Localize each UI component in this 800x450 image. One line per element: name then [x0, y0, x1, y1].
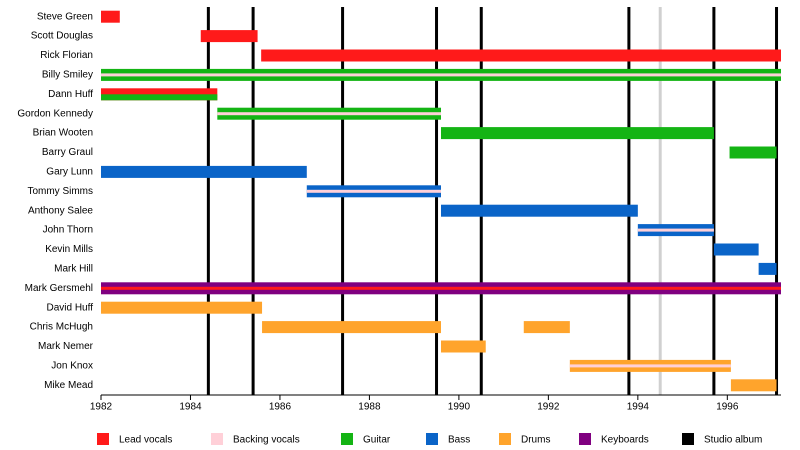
legend-swatch	[499, 433, 511, 445]
member-bar-secondary	[101, 73, 781, 77]
member-label: John Thorn	[43, 225, 93, 236]
legend-swatch	[211, 433, 223, 445]
member-bar	[200, 30, 258, 43]
x-tick-label: 1994	[627, 402, 650, 413]
member-label: Mark Gersmehl	[25, 283, 93, 294]
legend-swatch	[426, 433, 438, 445]
member-label: Kevin Mills	[45, 244, 93, 255]
member-label: Gordon Kennedy	[17, 108, 93, 119]
member-label: Chris McHugh	[30, 322, 93, 333]
member-label: Mark Hill	[54, 264, 93, 275]
member-label: Mike Mead	[44, 380, 93, 391]
legend-swatch	[341, 433, 353, 445]
x-tick-label: 1982	[90, 402, 113, 413]
legend-label: Keyboards	[601, 435, 649, 446]
member-label: Mark Nemer	[38, 341, 94, 352]
member-bar	[713, 243, 759, 256]
member-label: Scott Douglas	[31, 31, 93, 42]
member-bar-secondary	[101, 286, 781, 290]
x-tick-label: 1992	[537, 402, 560, 413]
member-bar	[101, 301, 263, 314]
legend-label: Bass	[448, 435, 470, 446]
legend-swatch	[682, 433, 694, 445]
member-label: Tommy Simms	[27, 186, 93, 197]
member-label: Barry Graul	[42, 147, 93, 158]
member-bar	[758, 262, 777, 275]
member-bar-secondary	[101, 94, 218, 101]
legend-label: Studio album	[704, 435, 762, 446]
member-bar	[523, 321, 570, 334]
member-bar	[261, 49, 781, 62]
member-label: Dann Huff	[48, 89, 93, 100]
member-bar-secondary	[569, 364, 731, 368]
legend-label: Drums	[521, 435, 550, 446]
x-tick-label: 1988	[358, 402, 381, 413]
member-bar	[262, 321, 441, 334]
member-label: Anthony Salee	[28, 205, 93, 216]
member-label: Brian Wooten	[33, 128, 93, 139]
member-bar	[730, 379, 777, 392]
member-bar	[101, 10, 120, 23]
member-label: David Huff	[46, 302, 93, 313]
member-bar	[441, 127, 714, 140]
x-tick-label: 1986	[269, 402, 292, 413]
member-bar	[729, 146, 777, 159]
member-label: Rick Florian	[40, 50, 93, 61]
member-bar-secondary	[637, 228, 714, 232]
legend-swatch	[579, 433, 591, 445]
member-label: Steve Green	[37, 11, 93, 22]
member-bar-secondary	[306, 189, 441, 193]
member-label: Billy Smiley	[42, 70, 93, 81]
x-tick-label: 1990	[448, 402, 471, 413]
legend-label: Backing vocals	[233, 435, 300, 446]
legend-label: Guitar	[363, 435, 391, 446]
member-label: Jon Knox	[51, 361, 93, 372]
member-bar	[101, 165, 307, 178]
legend-swatch	[97, 433, 109, 445]
member-bar	[441, 204, 638, 217]
member-bar	[441, 340, 486, 353]
legend-label: Lead vocals	[119, 435, 172, 446]
x-tick-label: 1996	[716, 402, 739, 413]
member-bar-secondary	[217, 112, 441, 116]
x-tick-label: 1984	[179, 402, 202, 413]
member-label: Gary Lunn	[46, 167, 93, 178]
